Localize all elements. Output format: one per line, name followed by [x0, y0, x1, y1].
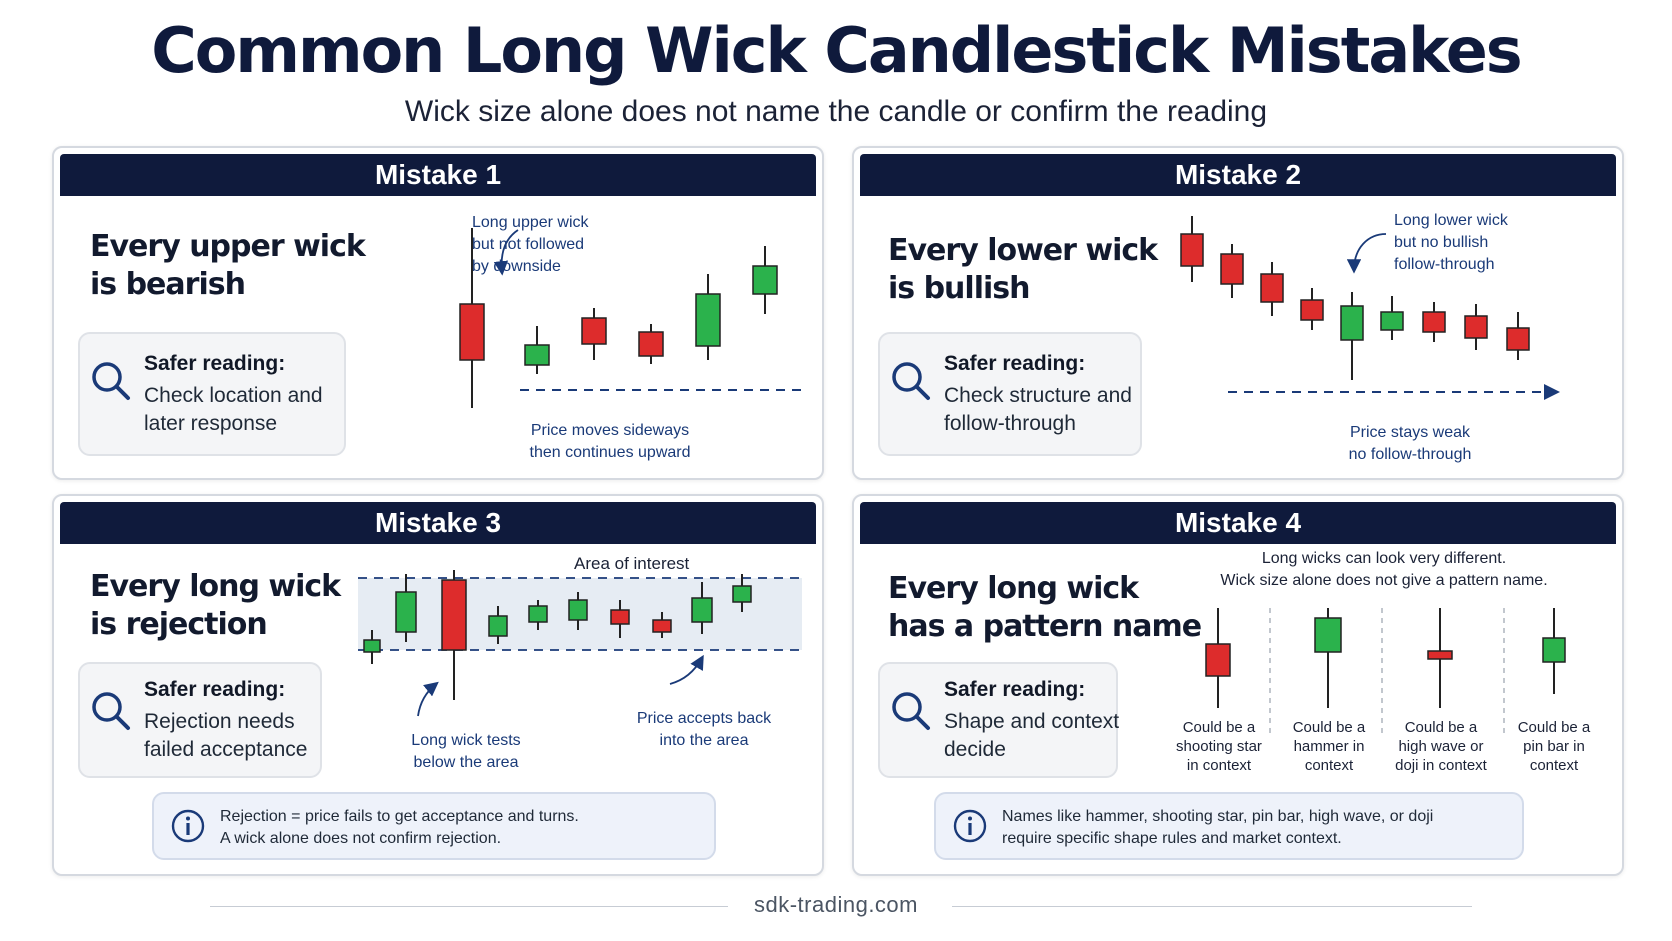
mistake-2-candle-chart: [1180, 216, 1560, 400]
candle: [459, 228, 485, 408]
candle: [568, 592, 588, 630]
candle: [652, 612, 672, 638]
mistake-3-left-note: Long wick tests below the area: [411, 732, 521, 771]
candle: [1314, 608, 1342, 708]
candle: [1464, 304, 1488, 350]
footer-website: sdk-trading.com: [753, 892, 918, 917]
safer-reading-box: Safer reading: Rejection needs failed acc…: [78, 662, 322, 778]
candle: [610, 600, 630, 638]
safer-reading-text: Check location and later response: [144, 384, 323, 435]
safer-reading-box: Safer reading: Check location and later r…: [78, 332, 346, 456]
pattern-label-high-wave-doji: Could be a high wave or doji in context: [1395, 719, 1487, 774]
candle: [528, 600, 548, 630]
safer-reading-title: Safer reading:: [144, 352, 286, 375]
candle: [488, 606, 508, 644]
candle: [1427, 608, 1453, 708]
safer-reading-box: Safer reading: Shape and context decide: [878, 662, 1120, 778]
annotation-arrow: [669, 654, 704, 685]
candle: [638, 324, 664, 364]
footer-divider-left: [210, 906, 728, 907]
magnifier-icon: [892, 692, 930, 730]
footer-divider-right: [952, 906, 1472, 907]
safer-reading-title: Safer reading:: [144, 678, 286, 701]
candle: [691, 582, 713, 634]
info-note-text: Rejection = price fails to get acceptanc…: [220, 808, 579, 847]
candle: [581, 308, 607, 360]
pattern-label-shooting-star: Could be a shooting star in context: [1176, 719, 1262, 774]
candle: [1300, 288, 1324, 330]
candle: [1380, 296, 1404, 340]
mistake-1-bottom-note: Price moves sideways then continues upwa…: [529, 422, 691, 461]
safer-reading-text: Shape and context decide: [944, 710, 1120, 761]
info-note-box: Rejection = price fails to get acceptanc…: [152, 792, 716, 860]
mistake-4-intro: Long wicks can look very different. Wick…: [1220, 550, 1548, 589]
candle: [1260, 262, 1284, 316]
safer-reading-title: Safer reading:: [944, 352, 1086, 375]
mistake-1-header: Mistake 1: [60, 154, 816, 196]
candle: [1180, 216, 1204, 282]
safer-reading-title: Safer reading:: [944, 678, 1086, 701]
candle: [524, 326, 550, 374]
info-icon: [953, 809, 987, 843]
candle: [1220, 244, 1244, 298]
candle: [732, 574, 752, 612]
candle: [1506, 312, 1530, 360]
annotation-arrow: [417, 681, 439, 717]
safer-reading-text: Rejection needs failed acceptance: [144, 710, 308, 761]
candle: [1205, 608, 1231, 708]
mistake-1-claim: Every upper wick is bearish: [90, 229, 366, 302]
magnifier-icon: [92, 362, 130, 400]
mistake-1-top-note: Long upper wick but not followed by down…: [472, 214, 589, 275]
pattern-label-pin-bar: Could be a pin bar in context: [1517, 719, 1591, 774]
mistake-2-top-note: Long lower wick but no bullish follow-th…: [1394, 212, 1508, 273]
mistake-2-bottom-note: Price stays weak no follow-through: [1348, 424, 1472, 463]
candle: [441, 570, 467, 700]
info-note-box: Names like hammer, shooting star, pin ba…: [934, 792, 1524, 860]
mistake-3-candle-chart: [358, 570, 802, 717]
info-note-text: Names like hammer, shooting star, pin ba…: [1002, 808, 1434, 847]
pattern-label-hammer: Could be a hammer in context: [1292, 719, 1366, 774]
candle: [363, 630, 381, 664]
mistake-2-claim: Every lower wick is bullish: [888, 233, 1158, 306]
page-subtitle: Wick size alone does not name the candle…: [404, 95, 1268, 128]
magnifier-icon: [892, 362, 930, 400]
mistake-4-candle-chart: [1205, 608, 1566, 738]
mistake-3-panel: Mistake 3 Every long wick is rejection Sa…: [52, 494, 824, 876]
mistake-4-panel: Mistake 4 Every long wick has a pattern n…: [852, 494, 1624, 876]
mistake-4-claim: Every long wick has a pattern name: [888, 571, 1202, 644]
candle: [1422, 302, 1446, 342]
mistake-3-claim: Every long wick is rejection: [90, 569, 341, 642]
safer-reading-text: Check structure and follow-through: [944, 384, 1132, 435]
candle: [395, 574, 417, 642]
area-of-interest-label: Area of interest: [574, 554, 690, 573]
page-title: Common Long Wick Candlestick Mistakes: [151, 14, 1522, 87]
mistake-1-panel: Mistake 1 Every upper wick is bearish Saf…: [52, 146, 824, 480]
mistake-2-header: Mistake 2: [860, 154, 1616, 196]
candle: [695, 274, 721, 360]
magnifier-icon: [92, 692, 130, 730]
candle: [752, 246, 778, 314]
mistake-3-right-note: Price accepts back into the area: [636, 710, 772, 749]
annotation-arrow: [1346, 233, 1387, 274]
candle: [1340, 292, 1364, 380]
candle: [1542, 608, 1566, 694]
mistake-4-header: Mistake 4: [860, 502, 1616, 544]
mistake-1-candle-chart: [459, 228, 802, 408]
safer-reading-box: Safer reading: Check structure and follow…: [878, 332, 1142, 456]
info-icon: [171, 809, 205, 843]
annotation-arrow: [493, 229, 519, 276]
mistake-2-panel: Mistake 2 Every lower wick is bullish Saf…: [852, 146, 1624, 480]
mistake-3-header: Mistake 3: [60, 502, 816, 544]
